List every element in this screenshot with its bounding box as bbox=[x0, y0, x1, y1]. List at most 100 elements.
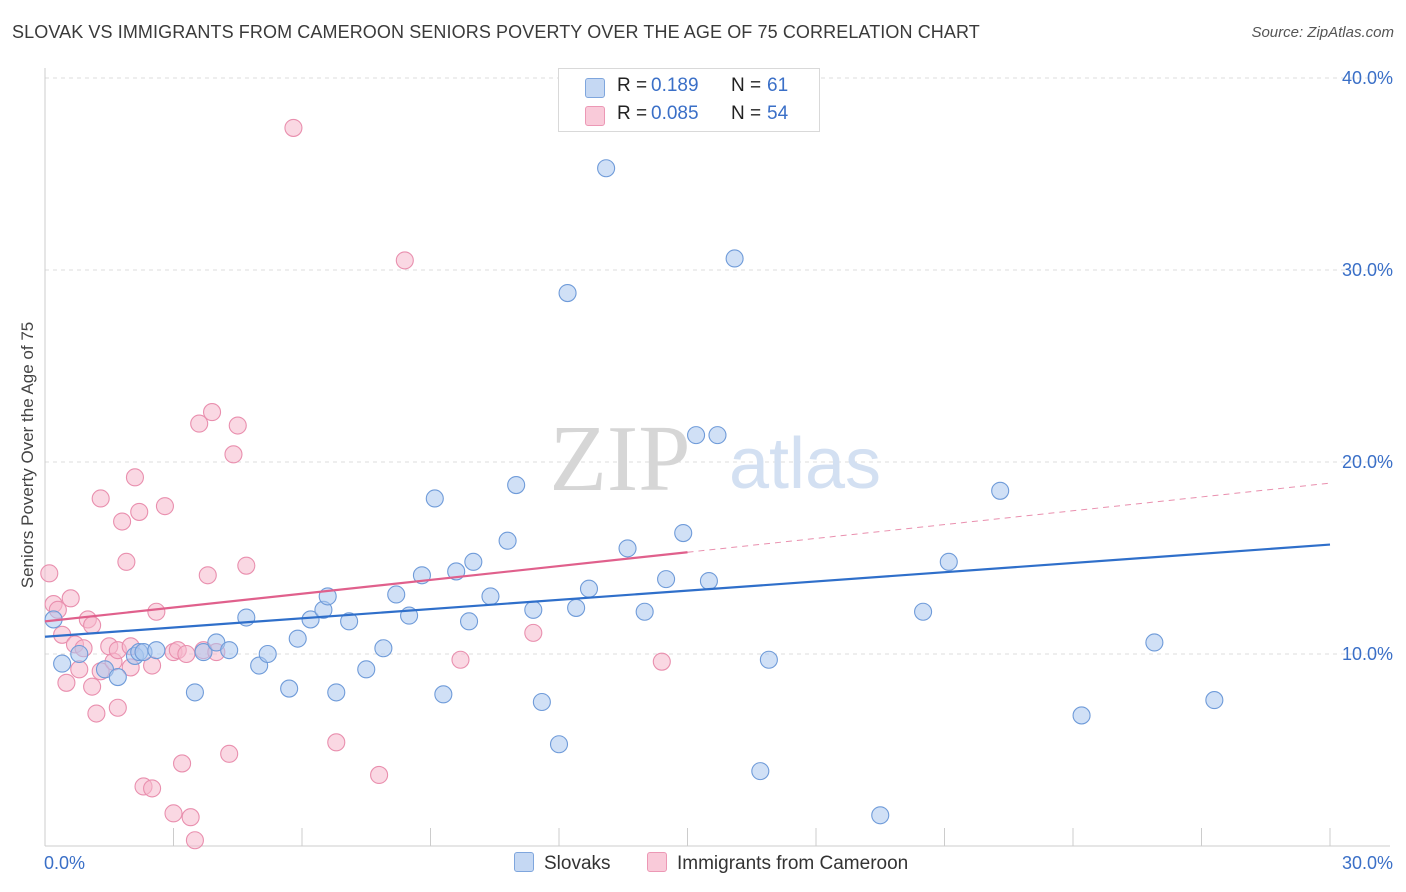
slovaks-point bbox=[759, 650, 778, 669]
cameroon-point bbox=[108, 698, 127, 717]
slovaks-point bbox=[220, 641, 239, 660]
cameroon-point bbox=[181, 808, 200, 827]
cameroon-point bbox=[117, 552, 136, 571]
slovaks-point bbox=[108, 667, 127, 687]
x-tick-label: 0.0% bbox=[44, 853, 85, 873]
bottom-legend-swatch-blue bbox=[514, 852, 534, 872]
slovaks-point bbox=[1072, 706, 1091, 725]
stats-legend: R = 0.189 N = 61 R = 0.085 N = 54 bbox=[558, 68, 820, 132]
slovaks-point bbox=[914, 602, 933, 621]
tick-labels: 10.0% 20.0% 30.0% 40.0% 0.0% 30.0% bbox=[44, 68, 1393, 873]
cameroon-point bbox=[40, 564, 59, 583]
slovaks-point bbox=[327, 683, 346, 702]
slovaks-point bbox=[991, 481, 1010, 500]
bottom-legend-swatch-pink bbox=[647, 852, 667, 872]
slovaks-point bbox=[725, 249, 744, 268]
source-credit: Source: ZipAtlas.com bbox=[1251, 24, 1394, 41]
chart-title: SLOVAK VS IMMIGRANTS FROM CAMEROON SENIO… bbox=[12, 22, 980, 42]
legend-swatch-pink bbox=[585, 106, 605, 126]
slovaks-point bbox=[579, 579, 599, 598]
legend-swatch-blue bbox=[585, 78, 605, 98]
legend-n-label: N = bbox=[731, 75, 762, 96]
bottom-legend-cameroon: Immigrants from Cameroon bbox=[647, 852, 908, 875]
slovaks-point bbox=[708, 426, 727, 445]
y-tick-label: 30.0% bbox=[1342, 260, 1393, 280]
slovaks-point bbox=[280, 679, 299, 698]
x-tick-label: 30.0% bbox=[1342, 853, 1393, 873]
slovaks-point bbox=[699, 571, 718, 591]
slovaks-point bbox=[498, 531, 517, 550]
slovaks-point bbox=[464, 552, 483, 571]
cameroon-point bbox=[143, 779, 162, 798]
cameroon-point bbox=[451, 650, 470, 669]
cameroon-point bbox=[147, 602, 166, 621]
bottom-legend-label: Immigrants from Cameroon bbox=[677, 853, 909, 874]
cameroon-point bbox=[228, 416, 247, 435]
legend-r-value: 0.085 bbox=[651, 103, 699, 124]
slovaks-point bbox=[374, 639, 393, 658]
slovaks-point bbox=[147, 641, 166, 660]
cameroon-trend-line bbox=[44, 551, 688, 623]
cameroon-point bbox=[524, 623, 543, 642]
slovaks-point bbox=[1205, 691, 1224, 710]
cameroon-point bbox=[190, 414, 209, 433]
bottom-legend-label: Slovaks bbox=[544, 853, 611, 874]
cameroon-point bbox=[164, 804, 183, 823]
slovaks-point bbox=[194, 643, 213, 662]
watermark-zip: ZIP bbox=[550, 407, 691, 511]
slovaks-point bbox=[434, 685, 453, 704]
slovaks-point bbox=[558, 283, 577, 303]
slovaks-trend-line bbox=[44, 543, 1331, 638]
slovaks-point bbox=[387, 585, 406, 604]
y-tick-label: 20.0% bbox=[1342, 452, 1393, 472]
slovaks-point bbox=[567, 598, 586, 617]
cameroon-point bbox=[125, 468, 144, 487]
slovaks-point bbox=[657, 570, 676, 589]
slovaks-point bbox=[674, 523, 693, 543]
legend-r-label: R = bbox=[617, 75, 648, 96]
cameroon-trend-extension bbox=[687, 482, 1331, 553]
cameroon-point bbox=[177, 644, 196, 664]
slovaks-point bbox=[939, 552, 958, 571]
cameroon-point bbox=[395, 251, 414, 270]
slovaks-point bbox=[288, 629, 307, 648]
series-slovaks-points bbox=[44, 159, 1224, 825]
slovaks-point bbox=[481, 587, 500, 606]
cameroon-point bbox=[70, 660, 89, 679]
y-tick-label: 10.0% bbox=[1342, 644, 1393, 664]
legend-n-value: 61 bbox=[767, 75, 789, 96]
legend-r-value: 0.189 bbox=[651, 75, 699, 96]
cameroon-point bbox=[370, 765, 389, 785]
slovaks-point bbox=[340, 612, 359, 631]
y-tick-label: 40.0% bbox=[1342, 68, 1393, 88]
slovaks-point bbox=[635, 602, 654, 621]
slovaks-point bbox=[618, 539, 637, 558]
slovaks-point bbox=[597, 159, 616, 178]
slovaks-point bbox=[524, 600, 543, 619]
cameroon-point bbox=[113, 512, 132, 531]
cameroon-point bbox=[220, 744, 239, 763]
slovaks-point bbox=[425, 489, 444, 508]
slovaks-point bbox=[357, 660, 376, 679]
cameroon-point bbox=[224, 445, 243, 464]
slovaks-point bbox=[301, 610, 320, 629]
slovaks-point bbox=[185, 683, 204, 702]
cameroon-point bbox=[83, 616, 102, 635]
cameroon-point bbox=[57, 673, 76, 692]
cameroon-point bbox=[203, 403, 222, 422]
slovaks-point bbox=[53, 654, 72, 673]
series-cameroon-points bbox=[40, 118, 671, 850]
cameroon-point bbox=[87, 704, 106, 723]
cameroon-point bbox=[327, 733, 346, 752]
slovaks-point bbox=[258, 644, 277, 664]
slovaks-point bbox=[687, 426, 706, 445]
slovaks-point bbox=[549, 735, 569, 754]
slovaks-point bbox=[70, 644, 89, 664]
slovaks-point bbox=[459, 612, 479, 631]
cameroon-point bbox=[237, 556, 256, 575]
cameroon-point bbox=[155, 497, 174, 516]
slovaks-point bbox=[871, 806, 890, 825]
y-axis-label: Seniors Poverty Over the Age of 75 bbox=[18, 321, 37, 589]
cameroon-point bbox=[83, 677, 102, 696]
